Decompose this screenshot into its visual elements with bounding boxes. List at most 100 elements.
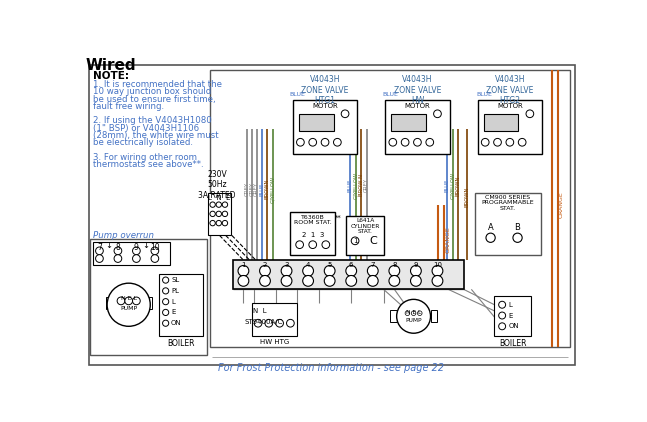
Circle shape [107, 283, 150, 326]
Circle shape [410, 276, 421, 286]
Circle shape [309, 241, 316, 249]
Circle shape [259, 276, 270, 286]
Text: BLUE: BLUE [476, 92, 492, 97]
Circle shape [238, 265, 249, 276]
Text: N E L: N E L [406, 310, 421, 315]
Text: BLUE: BLUE [259, 183, 265, 196]
Circle shape [499, 312, 505, 319]
Circle shape [133, 297, 140, 305]
Bar [346, 216, 384, 255]
Text: 1: 1 [353, 238, 357, 244]
Text: B: B [514, 223, 520, 232]
Circle shape [303, 276, 314, 286]
Text: L  N  E: L N E [208, 195, 231, 201]
Circle shape [526, 110, 534, 118]
Circle shape [276, 319, 283, 327]
Text: E: E [171, 309, 175, 315]
Bar [90, 239, 207, 355]
Circle shape [367, 276, 378, 286]
Bar [299, 114, 333, 131]
Bar [292, 100, 357, 154]
Bar [430, 310, 437, 322]
Circle shape [322, 241, 330, 249]
Circle shape [210, 211, 215, 216]
Text: For Frost Protection information - see page 22: For Frost Protection information - see p… [218, 363, 444, 373]
Text: CM900 SERIES
PROGRAMMABLE
STAT.: CM900 SERIES PROGRAMMABLE STAT. [481, 195, 534, 211]
Text: MOTOR: MOTOR [497, 103, 523, 109]
Text: ORANGE: ORANGE [446, 226, 451, 253]
Bar [210, 70, 570, 347]
Circle shape [223, 202, 228, 207]
Text: GREY: GREY [245, 182, 250, 196]
Text: PL: PL [171, 288, 179, 294]
Text: 5: 5 [327, 262, 332, 268]
Text: G/YELLOW: G/YELLOW [353, 172, 358, 199]
Text: 7: 7 [371, 262, 375, 268]
Circle shape [287, 319, 294, 327]
Text: GREY: GREY [254, 182, 259, 196]
Text: 2  1  3: 2 1 3 [302, 233, 324, 238]
Text: MOTOR: MOTOR [404, 103, 430, 109]
Text: 230V
50Hz
3A RATED: 230V 50Hz 3A RATED [199, 170, 236, 200]
Bar [477, 100, 542, 154]
Text: fault free wiring.: fault free wiring. [93, 102, 164, 111]
Circle shape [223, 211, 228, 216]
Text: $\downarrow$: $\downarrow$ [141, 240, 150, 250]
Text: BLUE: BLUE [382, 92, 398, 97]
Text: GREY: GREY [249, 182, 254, 196]
Text: 10: 10 [433, 262, 442, 268]
Text: L: L [509, 302, 512, 308]
Circle shape [324, 265, 335, 276]
Circle shape [151, 255, 159, 262]
Circle shape [401, 138, 409, 146]
Text: (1" BSP) or V4043H1106: (1" BSP) or V4043H1106 [93, 124, 199, 133]
Text: PUMP: PUMP [405, 319, 422, 323]
Text: BOILER: BOILER [499, 338, 527, 348]
Bar [291, 212, 335, 255]
Circle shape [499, 323, 505, 330]
Text: BROWN: BROWN [455, 175, 461, 195]
Text: 1. It is recommended that the: 1. It is recommended that the [93, 80, 223, 89]
Circle shape [397, 299, 430, 333]
Circle shape [494, 138, 501, 146]
Circle shape [96, 255, 104, 262]
Circle shape [518, 138, 526, 146]
Text: G/YELLOW: G/YELLOW [270, 176, 275, 203]
Circle shape [481, 138, 489, 146]
Circle shape [405, 311, 410, 316]
Circle shape [389, 276, 400, 286]
Text: 8: 8 [116, 243, 120, 252]
Circle shape [346, 276, 356, 286]
Bar [391, 310, 397, 322]
Text: 10: 10 [150, 243, 160, 252]
Circle shape [411, 311, 416, 316]
Circle shape [413, 138, 421, 146]
Circle shape [499, 301, 505, 308]
Circle shape [367, 265, 378, 276]
Circle shape [513, 233, 522, 242]
Bar [484, 114, 518, 131]
Text: ON: ON [171, 320, 182, 326]
Text: Wired: Wired [85, 58, 137, 73]
Text: ST9400A/C: ST9400A/C [244, 319, 283, 325]
Circle shape [162, 320, 169, 326]
Text: be used to ensure first time,: be used to ensure first time, [93, 95, 216, 103]
Circle shape [151, 247, 159, 255]
Text: ORANGE: ORANGE [559, 191, 564, 218]
Bar [385, 100, 450, 154]
Circle shape [324, 276, 335, 286]
Text: NOTE:: NOTE: [93, 71, 129, 81]
Circle shape [351, 237, 359, 245]
Circle shape [389, 138, 397, 146]
Text: ON: ON [509, 323, 519, 329]
Circle shape [433, 110, 441, 118]
Text: A: A [488, 223, 494, 232]
Circle shape [486, 233, 495, 242]
Text: BLUE: BLUE [445, 179, 450, 192]
Circle shape [114, 255, 122, 262]
Text: BROW N: BROW N [358, 174, 364, 196]
Text: GREY: GREY [364, 179, 369, 192]
Bar [475, 193, 541, 255]
Text: (28mm), the white wire must: (28mm), the white wire must [93, 131, 219, 140]
Bar [494, 295, 531, 335]
